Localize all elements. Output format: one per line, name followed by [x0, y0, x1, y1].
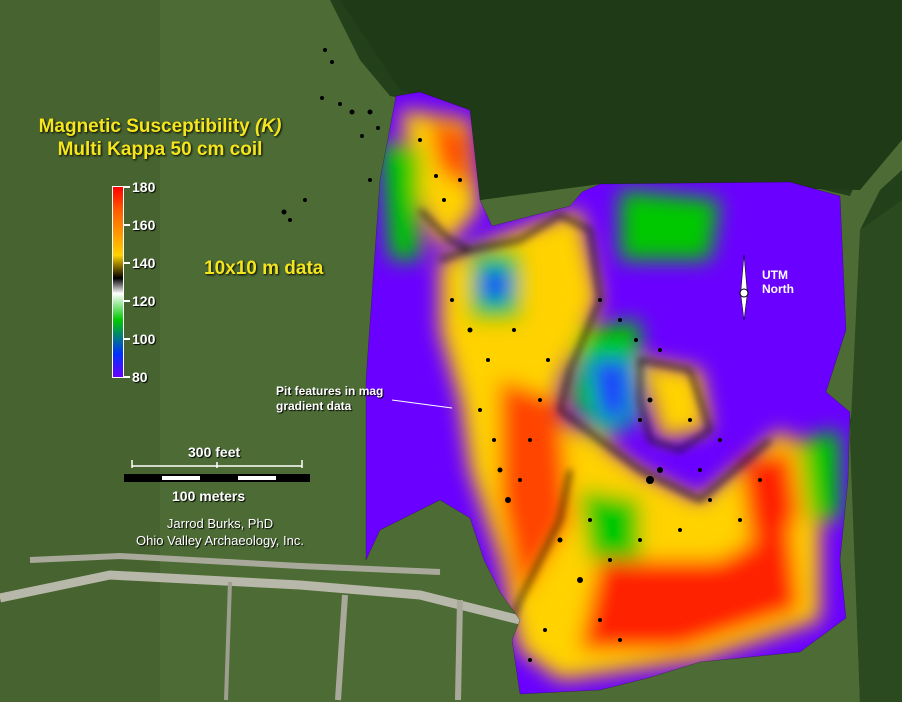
susceptibility-heatmap: [366, 92, 850, 694]
legend-tick: [124, 300, 130, 302]
north-arrow-label: UTM North: [762, 268, 794, 296]
legend-label-140: 140: [132, 255, 156, 271]
gravel-road-spur-1: [335, 594, 348, 701]
north-arrow-icon: [739, 254, 749, 321]
legend-tick: [124, 262, 130, 264]
legend-label-80: 80: [132, 369, 148, 385]
gravel-road-spur-3: [224, 581, 232, 701]
legend-label-180: 180: [132, 179, 156, 195]
pit-features: [281, 48, 762, 662]
utm-label: UTM: [762, 268, 788, 282]
data-resolution-note: 10x10 m data: [204, 258, 324, 279]
legend-label-160: 160: [132, 217, 156, 233]
legend-tick: [124, 376, 130, 378]
kappa-symbol: (K): [255, 116, 282, 137]
forest-canopy: [340, 0, 902, 200]
scale-feet-label: 300 feet: [188, 444, 241, 460]
pit-note-leader: [391, 399, 453, 409]
pit-features-note: Pit features in mag gradient data: [276, 384, 383, 414]
pit-note-line-1: Pit features in mag: [276, 384, 384, 398]
legend-tick: [124, 224, 130, 226]
legend-tick: [124, 338, 130, 340]
legend-tick: [124, 186, 130, 188]
scale-meters-label: 100 meters: [172, 488, 246, 504]
north-label: North: [762, 282, 794, 296]
forest-canopy-edge: [850, 200, 902, 702]
pit-note-line-2: gradient data: [276, 399, 352, 413]
gravel-road-spur-2: [455, 599, 463, 701]
legend-label-100: 100: [132, 331, 156, 347]
map-title-line-2: Multi Kappa 50 cm coil: [57, 139, 263, 160]
scale-bar: [124, 460, 310, 482]
author-credit: Jarrod Burks, PhD: [166, 516, 274, 531]
legend-label-120: 120: [132, 293, 156, 309]
gravel-road-main: [0, 570, 522, 625]
map-title-line-1: Magnetic Susceptibility (K): [38, 116, 282, 137]
survey-outline: [365, 91, 851, 695]
gravel-road-loop: [29, 552, 441, 575]
organization-credit: Ohio Valley Archaeology, Inc.: [136, 533, 304, 548]
color-scale-bar: [112, 186, 124, 378]
